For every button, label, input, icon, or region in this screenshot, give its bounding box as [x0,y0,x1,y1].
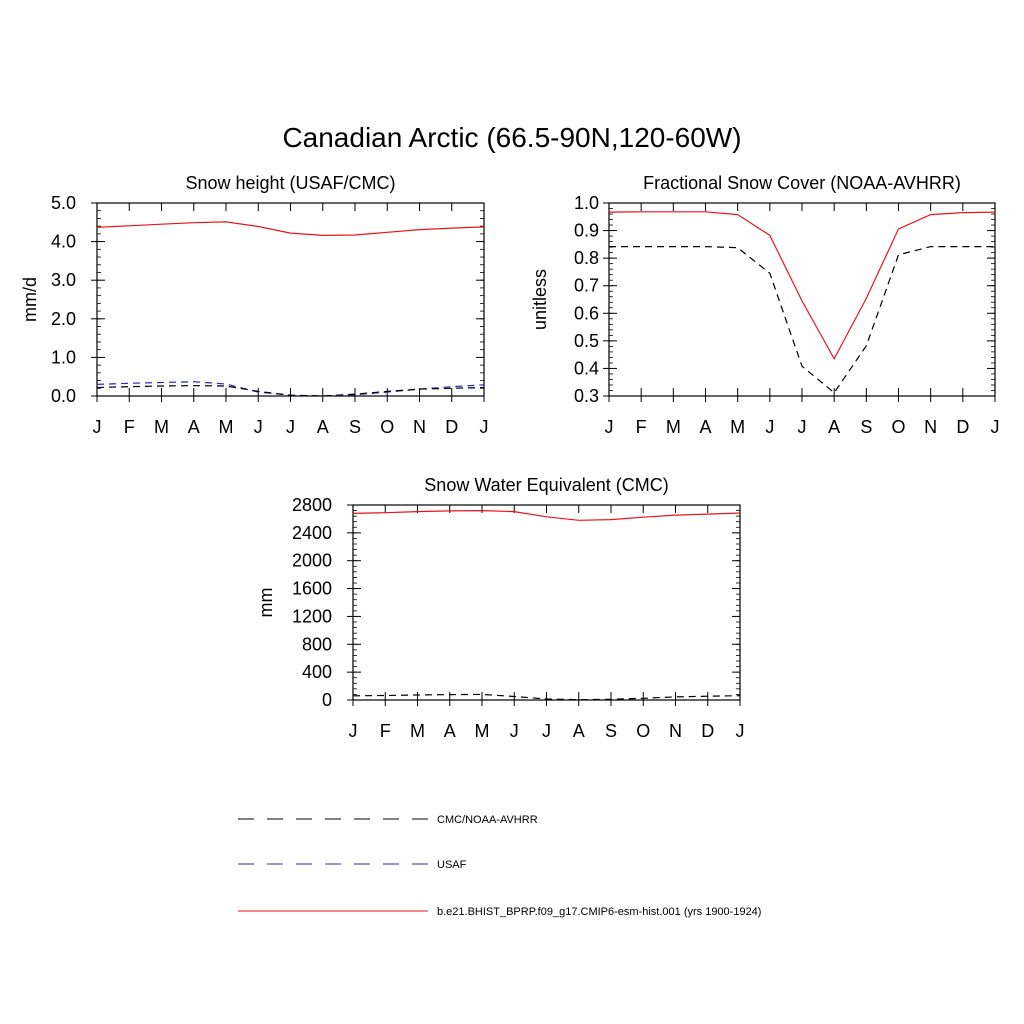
y-tick-label: 0.4 [574,358,599,378]
x-tick-label: S [605,721,617,741]
x-tick-label: A [444,721,456,741]
x-tick-label: D [956,417,969,437]
x-tick-label: F [636,417,647,437]
plot-frame [352,504,741,701]
y-tick-label: 1.0 [574,193,599,213]
chart-title: Snow Water Equivalent (CMC) [424,475,668,495]
y-tick-label: 1200 [292,606,332,626]
chart-snow-height: Snow height (USAF/CMC) mm/d 0.0 1.0 2.0 3.0 4.… [20,173,489,437]
legend-label: CMC/NOAA-AVHRR [437,814,538,826]
x-tick-label: S [860,417,872,437]
y-tick-label: 0.8 [574,248,599,268]
plot-frame [96,202,485,397]
x-tick-label: J [605,417,614,437]
legend-label: USAF [437,859,467,871]
x-tick-label: J [542,721,551,741]
x-tick-label: J [480,417,489,437]
chart-title: Snow height (USAF/CMC) [185,173,395,193]
series-model-line [608,211,996,361]
x-tick-label: J [991,417,1000,437]
x-tick-label: A [573,721,585,741]
x-tick-label: A [188,417,200,437]
x-tick-label: O [891,417,905,437]
x-tick-label: M [219,417,234,437]
page-title: Canadian Arctic (66.5-90N,120-60W) [282,122,742,153]
x-tick-label: J [93,417,102,437]
y-axis-label: mm [256,588,276,618]
chart-swe: Snow Water Equivalent (CMC) mm 0 400 800 1200… [256,475,745,741]
legend: CMC/NOAA-AVHRR USAF b.e21.BHIST_BPRP.f09_g… [238,814,761,918]
x-tick-label: A [699,417,711,437]
x-tick-label: J [349,721,358,741]
x-tick-label: O [380,417,394,437]
y-tick-label: 0.9 [574,221,599,241]
y-tick-label: 0.0 [51,386,76,406]
y-tick-label: 1.0 [51,347,76,367]
x-tick-label: J [765,417,774,437]
series-model-line [96,221,485,237]
plot-frame [608,202,996,397]
chart-title: Fractional Snow Cover (NOAA-AVHRR) [643,173,961,193]
x-tick-label: A [317,417,329,437]
y-tick-label: 4.0 [51,232,76,252]
y-tick-label: 0.3 [574,386,599,406]
y-tick-label: 1600 [292,579,332,599]
x-tick-label: M [730,417,745,437]
legend-label: b.e21.BHIST_BPRP.f09_g17.CMIP6-esm-hist.… [437,906,761,918]
y-tick-label: 5.0 [51,193,76,213]
x-tick-label: N [669,721,682,741]
y-tick-label: 400 [302,662,332,682]
y-tick-label: 2000 [292,551,332,571]
x-tick-label: D [701,721,714,741]
y-tick-label: 0.7 [574,276,599,296]
y-tick-label: 2800 [292,495,332,515]
x-tick-label: F [380,721,391,741]
x-tick-label: J [736,721,745,741]
x-tick-label: M [666,417,681,437]
x-tick-label: A [828,417,840,437]
y-tick-label: 2400 [292,523,332,543]
x-tick-label: J [286,417,295,437]
x-tick-label: M [410,721,425,741]
y-axis-label: mm/d [20,277,40,322]
x-tick-label: F [124,417,135,437]
x-tick-label: S [349,417,361,437]
x-tick-label: J [254,417,263,437]
x-tick-label: O [636,721,650,741]
series-obs-line [352,693,741,701]
y-tick-label: 0.6 [574,303,599,323]
y-axis-label: unitless [530,269,550,330]
series-obs-line [96,384,485,397]
x-tick-label: M [154,417,169,437]
x-tick-label: N [924,417,937,437]
series-obs-line [609,246,995,394]
y-tick-label: 2.0 [51,309,76,329]
x-tick-label: D [445,417,458,437]
chart-snow-cover: Fractional Snow Cover (NOAA-AVHRR) unitle… [530,173,1000,437]
y-tick-label: 3.0 [51,270,76,290]
y-tick-label: 0.5 [574,331,599,351]
x-tick-label: J [798,417,807,437]
series-model-line [352,509,741,521]
x-tick-label: J [510,721,519,741]
y-tick-label: 800 [302,634,332,654]
x-tick-label: M [475,721,490,741]
y-tick-label: 0 [322,690,332,710]
x-tick-label: N [413,417,426,437]
